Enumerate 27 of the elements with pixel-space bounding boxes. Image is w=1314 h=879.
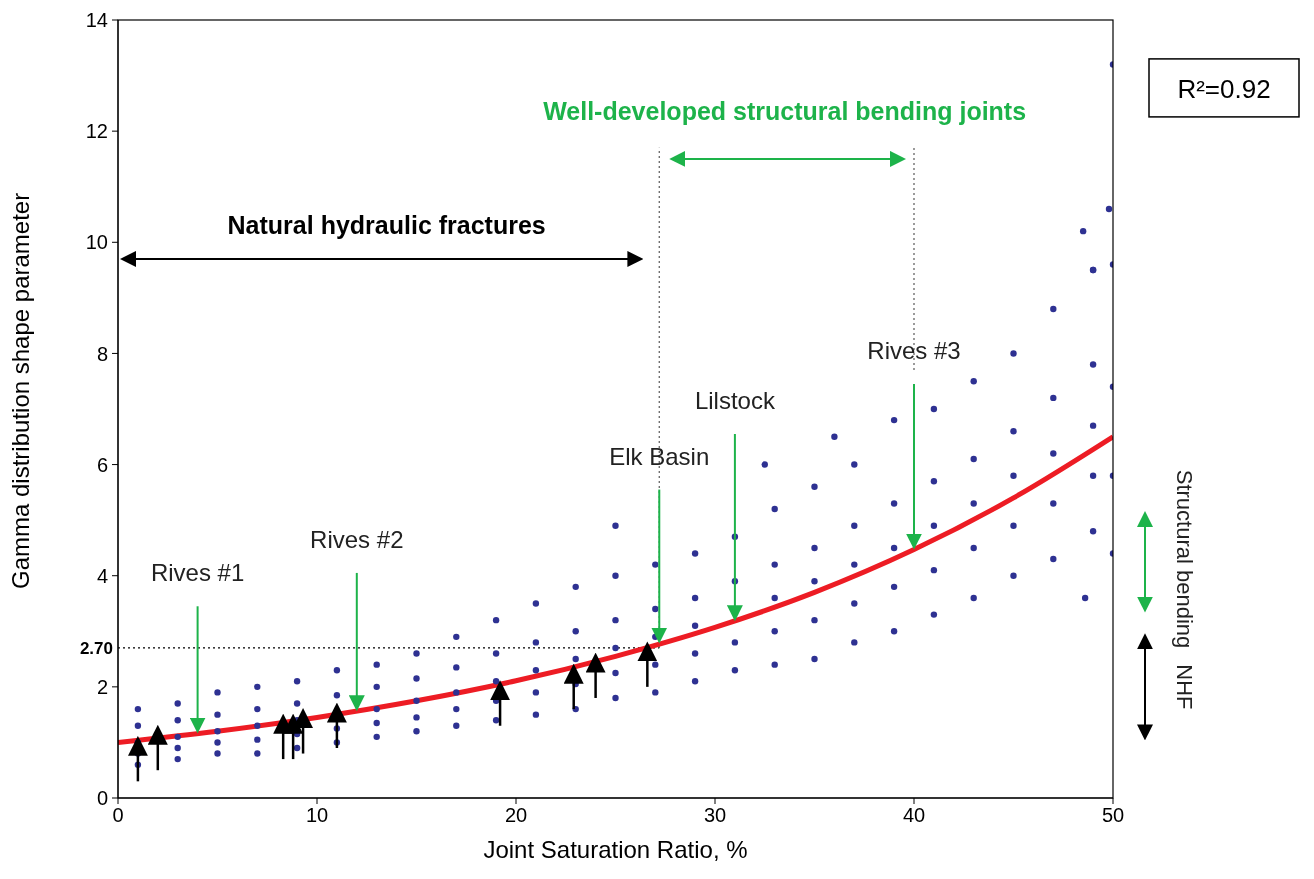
- y-tick-label: 10: [85, 231, 108, 254]
- text: Structural bending: [1172, 469, 1197, 649]
- annotation: Rives #1: [150, 559, 245, 587]
- x-tick-label: 50: [1101, 804, 1125, 827]
- x-tick-label: 20: [504, 804, 528, 827]
- text: R²=0.92: [1177, 73, 1271, 104]
- annotation: Lilstock: [694, 387, 776, 414]
- y-tick-label: 0: [96, 787, 108, 810]
- annotation: Well-developed structural bending joints: [543, 97, 1027, 126]
- annotation: Elk Basin: [609, 442, 710, 470]
- x-tick-label: 10: [305, 804, 329, 827]
- y-tick-label: 14: [85, 9, 108, 32]
- y-tick-label: 12: [85, 120, 108, 143]
- x-tick-label: 0: [112, 804, 124, 827]
- annotation: Rives #3: [867, 336, 961, 364]
- ref-line-label: 2.70: [79, 638, 113, 658]
- annotation: Natural hydraulic fractures: [227, 210, 546, 239]
- y-tick-label: 6: [96, 453, 108, 476]
- y-axis-title: Gamma distribution shape parameter: [6, 192, 34, 589]
- y-tick-label: 8: [96, 342, 108, 365]
- x-axis-title: Joint Saturation Ratio, %: [483, 836, 748, 863]
- y-tick-label: 4: [96, 564, 108, 587]
- x-tick-label: 30: [703, 804, 727, 827]
- y-tick-label: 2: [96, 675, 108, 698]
- annotation: Rives #2: [310, 525, 404, 553]
- x-tick-label: 40: [902, 804, 926, 827]
- text: NHF: [1172, 664, 1197, 710]
